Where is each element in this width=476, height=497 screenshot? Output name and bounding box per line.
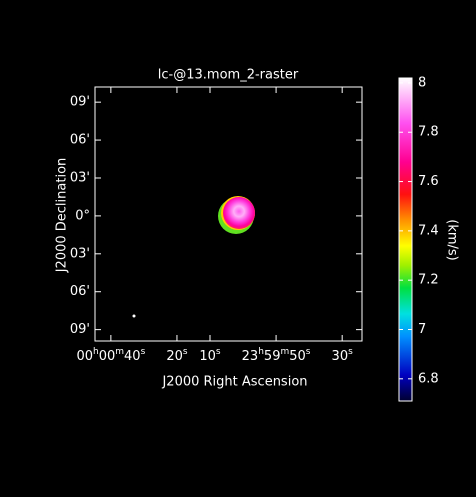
colorbar-label: (km/s) — [445, 219, 460, 261]
point-source — [132, 314, 136, 318]
source — [223, 197, 255, 229]
y-tick-label: 09' — [70, 322, 90, 337]
colorbar-tick-label: 8 — [418, 75, 426, 90]
y-axis-label: J2000 Declination — [55, 158, 70, 274]
colorbar-tick-label: 7.8 — [418, 125, 439, 140]
colorbar-tick-label: 7.2 — [418, 273, 439, 288]
y-tick-label: 03' — [70, 246, 90, 261]
chart-title: lc-@13.mom_2-raster — [158, 68, 299, 83]
y-tick-label: 03' — [70, 170, 90, 185]
x-tick-label: 10s — [199, 347, 221, 364]
plot-frame — [94, 86, 363, 342]
y-tick-label: 09' — [70, 95, 90, 110]
y-tick-label: 06' — [70, 284, 90, 299]
x-tick-label: 20s — [166, 347, 188, 364]
colorbar-tick-label: 7.4 — [418, 223, 439, 238]
y-tick-label: 0° — [75, 208, 90, 223]
colorbar-tick-label: 6.8 — [418, 371, 439, 386]
colorbar-tick-label: 7.6 — [418, 174, 439, 189]
colorbar-tick-label: 7 — [418, 322, 426, 337]
y-tick-label: 06' — [70, 133, 90, 148]
colorbar — [398, 77, 413, 402]
x-tick-label: 00h00m40s — [76, 347, 145, 364]
x-axis-label: J2000 Right Ascension — [161, 375, 307, 390]
x-tick-label: 23h59m50s — [242, 347, 311, 364]
x-tick-label: 30s — [332, 347, 354, 364]
